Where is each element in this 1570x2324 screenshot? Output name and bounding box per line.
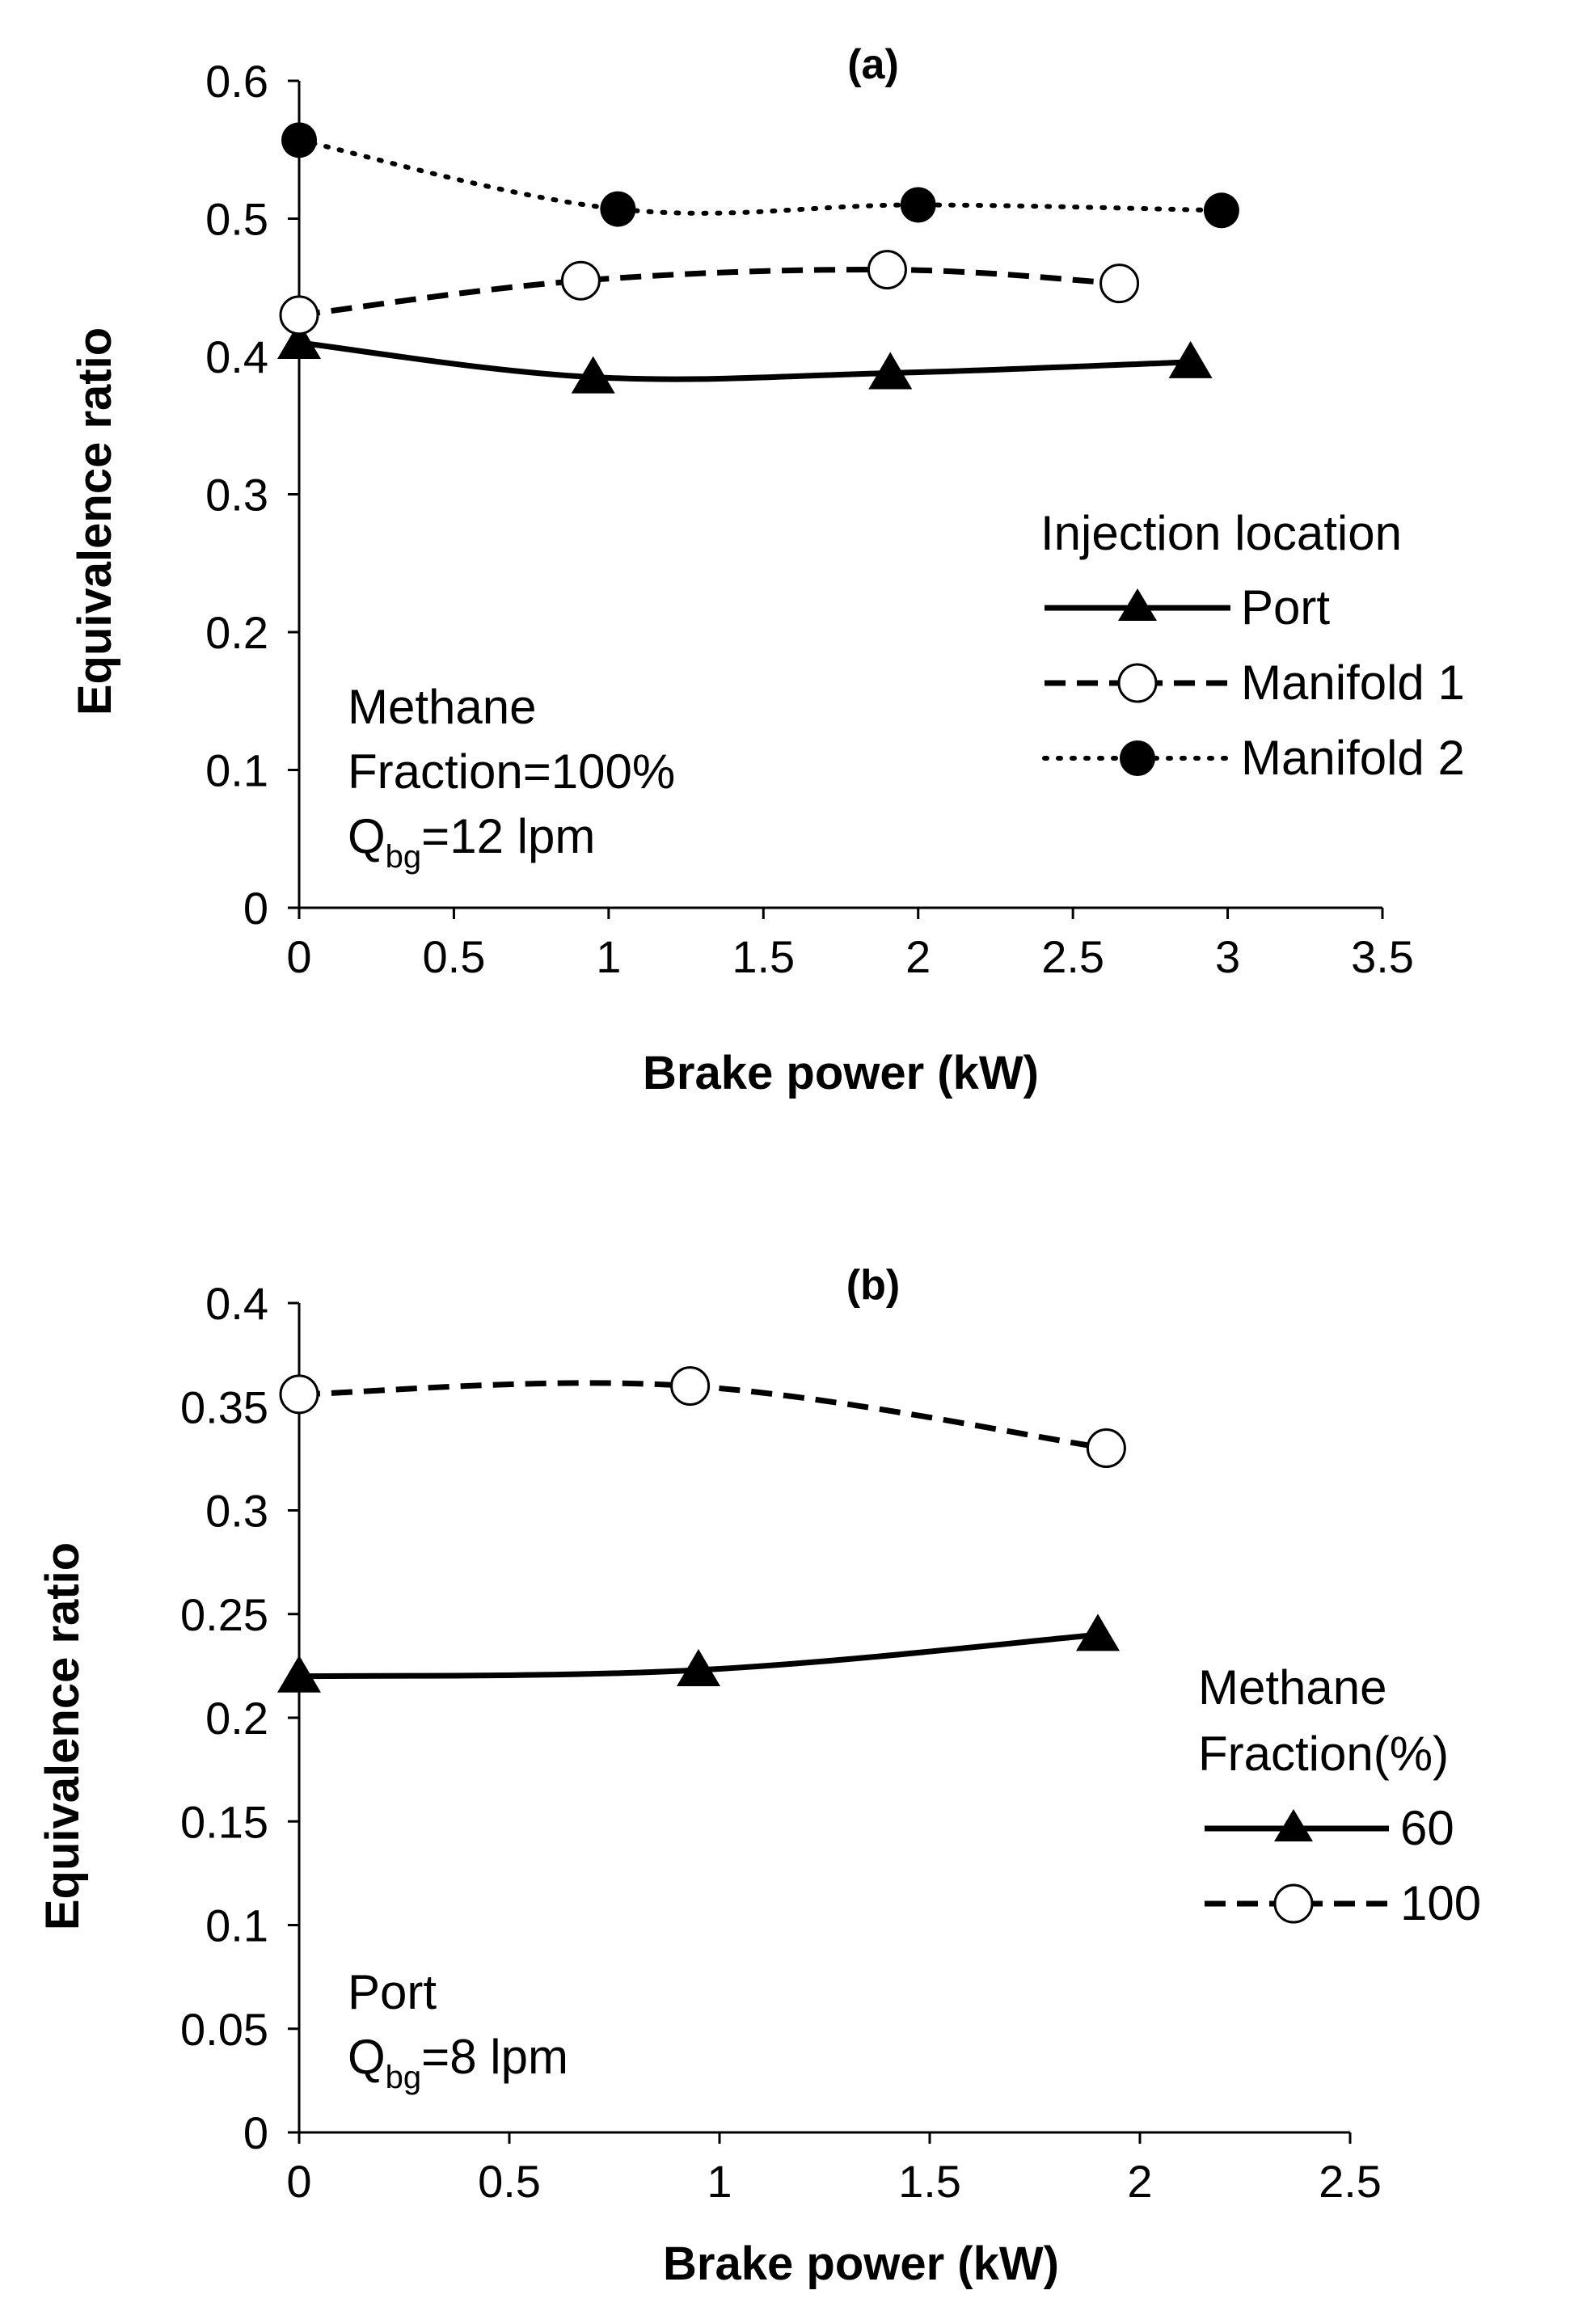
panel-b-y-axis-title: Equivalence ratio	[36, 1542, 89, 1930]
legend-marker-100	[1273, 1883, 1314, 1924]
panel-a-x-tick-label: 3	[1215, 931, 1240, 982]
panel-a-legend: Injection location Port Manifold 1 Manif…	[1040, 506, 1465, 785]
legend-marker-port	[1118, 588, 1157, 621]
panel-b-x-tick-label: 0.5	[478, 2156, 541, 2207]
panel-b-annotation-line1: Port	[348, 1965, 437, 2019]
panel-b-annotation-flow: Qbg=8 lpm	[348, 2030, 568, 2095]
panel-b-legend-title-line2: Fraction(%)	[1198, 1727, 1449, 1781]
panel-a-y-tick-label: 0	[243, 883, 268, 934]
panel-a-annotation-flow: Qbg=12 lpm	[348, 809, 595, 875]
panel-a-point-port	[868, 352, 913, 390]
panel-a-axes: 0 0.5 1 1.5 2 2.5 3 3.5 0 0.1 0.2 0.3 0.4 0.5 0.6	[205, 56, 1414, 982]
panel-b-point-60	[277, 1655, 321, 1693]
chart-panel-b: (b) 0 0.5 1 1.5 2 2.5 0 0.05 0.1 0.15 0.2 0.25 0.3 0.…	[36, 1262, 1481, 2290]
panel-b-y-tick-label: 0.2	[205, 1693, 268, 1744]
panel-b-y-tick-label: 0.3	[205, 1486, 268, 1537]
legend-label-60: 60	[1400, 1801, 1454, 1855]
panel-b-legend-title-line1: Methane	[1198, 1660, 1387, 1715]
panel-a-x-tick-label: 3.5	[1351, 931, 1414, 982]
panel-b-y-tick-label: 0.25	[180, 1589, 268, 1640]
panel-b-x-axis-title: Brake power (kW)	[663, 2238, 1059, 2290]
panel-a-y-tick-label: 0.5	[205, 194, 268, 245]
panel-a-series	[277, 122, 1239, 394]
panel-a-y-tick-label: 0.1	[205, 745, 268, 796]
panel-b-flow-subscript: bg	[386, 2060, 422, 2095]
panel-a-flow-symbol: Q	[348, 809, 386, 863]
panel-a-y-axis-title: Equivalence ratio	[69, 327, 121, 715]
panel-a-label: (a)	[847, 41, 899, 88]
panel-a-point-manifold-1	[279, 295, 319, 335]
panel-a-point-port	[277, 321, 321, 359]
panel-b-x-tick-label: 2.5	[1319, 2156, 1382, 2207]
panel-b-y-tick-label: 0.35	[180, 1381, 268, 1432]
panel-a-point-manifold-2	[1203, 192, 1239, 229]
panel-a-point-manifold-1	[1099, 264, 1140, 304]
panel-a-series-line-manifold-1	[298, 267, 1120, 318]
panel-a-y-tick-label: 0.4	[205, 331, 268, 382]
panel-b-point-60	[1076, 1613, 1120, 1651]
panel-a-flow-subscript: bg	[386, 839, 422, 875]
panel-a-point-manifold-1	[560, 260, 601, 301]
panel-a-series-line-manifold-2	[297, 137, 1224, 216]
panel-b-x-tick-label: 1.5	[898, 2156, 961, 2207]
panel-a-x-tick-label: 0.5	[422, 931, 485, 982]
panel-a-annotation-line1: Methane	[348, 680, 537, 734]
panel-b-y-tick-label: 0	[243, 2107, 268, 2158]
panel-a-x-tick-label: 2	[905, 931, 931, 982]
legend-label-manifold-2: Manifold 2	[1241, 731, 1465, 785]
panel-b-y-tick-label: 0.1	[205, 1900, 268, 1951]
legend-label-manifold-1: Manifold 1	[1241, 656, 1465, 710]
panel-b-y-tick-label: 0.05	[180, 2004, 268, 2055]
panel-a-flow-value: =12 lpm	[421, 809, 595, 863]
panel-b-label: (b)	[846, 1262, 900, 1309]
panel-a-y-tick-label: 0.2	[205, 607, 268, 658]
panel-a-x-axis-title: Brake power (kW)	[643, 1047, 1039, 1099]
panel-a-x-tick-label: 1	[596, 931, 621, 982]
panel-b-point-100	[670, 1366, 711, 1407]
panel-a-x-tick-label: 2.5	[1041, 931, 1104, 982]
panel-b-point-100	[1086, 1428, 1126, 1469]
panel-a-point-manifold-1	[867, 250, 907, 290]
panel-a-y-tick-label: 0.3	[205, 470, 268, 521]
panel-a-x-tick-label: 0	[286, 931, 311, 982]
panel-a-annotation: Methane Fraction=100% Qbg=12 lpm	[348, 680, 675, 875]
panel-b-y-tick-label: 0.15	[180, 1796, 268, 1847]
panel-a-annotation-line2: Fraction=100%	[348, 744, 675, 799]
panel-b-point-60	[677, 1649, 720, 1687]
legend-marker-60	[1274, 1809, 1313, 1841]
panel-b-x-tick-label: 1	[707, 2156, 732, 2207]
panel-b-x-tick-label: 0	[286, 2156, 311, 2207]
panel-b-series	[277, 1366, 1126, 1693]
panel-b-point-100	[279, 1374, 319, 1415]
panel-b-y-tick-label: 0.4	[205, 1278, 268, 1329]
panel-b-axes: 0 0.5 1 1.5 2 2.5 0 0.05 0.1 0.15 0.2 0.25 0.3 0.35 0.…	[180, 1278, 1382, 2207]
panel-a-point-port	[1168, 340, 1213, 378]
panel-b-flow-symbol: Q	[348, 2030, 386, 2084]
panel-b-x-tick-label: 2	[1127, 2156, 1152, 2207]
panel-b-flow-value: =8 lpm	[421, 2030, 568, 2084]
panel-a-point-manifold-2	[900, 187, 936, 223]
panel-a-y-tick-label: 0.6	[205, 56, 268, 107]
panel-a-x-tick-label: 1.5	[732, 931, 795, 982]
panel-a-point-manifold-2	[600, 191, 636, 227]
panel-a-point-manifold-2	[281, 122, 317, 158]
panel-a-legend-title: Injection location	[1040, 506, 1402, 560]
legend-marker-manifold-1	[1117, 663, 1158, 703]
panel-b-annotation: Port Qbg=8 lpm	[348, 1965, 568, 2095]
panel-a-series-line-port	[298, 340, 1191, 382]
legend-label-port: Port	[1241, 580, 1330, 635]
legend-marker-manifold-2	[1120, 740, 1155, 776]
panel-a-point-port	[571, 356, 615, 394]
chart-panel-a: (a) 0 0.5 1 1.5 2 2.5 3 3.500.10.20.30.40.50.6 …	[69, 41, 1465, 1099]
panel-b-legend: Methane Fraction(%) 60 100	[1198, 1660, 1481, 1930]
legend-label-100: 100	[1400, 1876, 1481, 1930]
